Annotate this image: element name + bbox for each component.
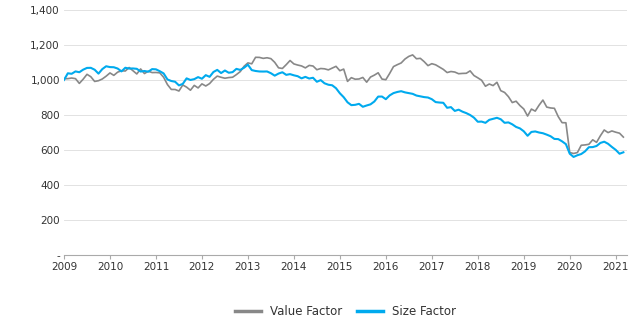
- Value Factor: [451, 70, 459, 74]
- Size Factor: [244, 63, 252, 67]
- Size Factor: [620, 150, 627, 154]
- Value Factor: [367, 75, 374, 79]
- Line: Size Factor: Size Factor: [64, 65, 623, 157]
- Size Factor: [240, 66, 248, 70]
- Value Factor: [497, 89, 504, 93]
- Value Factor: [240, 64, 248, 68]
- Value Factor: [209, 78, 217, 81]
- Value Factor: [409, 53, 417, 57]
- Value Factor: [60, 77, 68, 81]
- Value Factor: [620, 135, 627, 139]
- Size Factor: [497, 117, 504, 121]
- Size Factor: [570, 155, 577, 159]
- Legend: Value Factor, Size Factor: Value Factor, Size Factor: [230, 300, 461, 319]
- Value Factor: [570, 152, 577, 155]
- Size Factor: [504, 121, 512, 124]
- Value Factor: [504, 95, 512, 99]
- Size Factor: [451, 109, 459, 113]
- Line: Value Factor: Value Factor: [64, 55, 623, 153]
- Size Factor: [60, 78, 68, 82]
- Size Factor: [209, 70, 217, 74]
- Size Factor: [371, 100, 378, 103]
